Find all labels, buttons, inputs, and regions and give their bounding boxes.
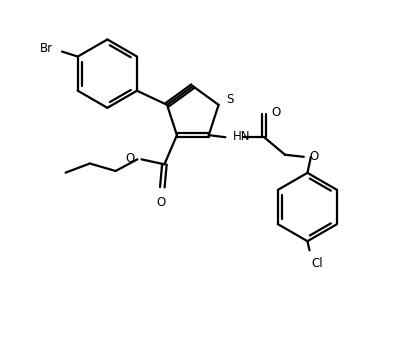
- Text: O: O: [156, 196, 165, 208]
- Text: O: O: [272, 106, 281, 119]
- Text: O: O: [125, 152, 134, 165]
- Text: HN: HN: [233, 130, 250, 143]
- Text: Br: Br: [40, 42, 53, 55]
- Text: O: O: [310, 150, 319, 163]
- Text: S: S: [226, 93, 233, 106]
- Text: Cl: Cl: [312, 257, 323, 270]
